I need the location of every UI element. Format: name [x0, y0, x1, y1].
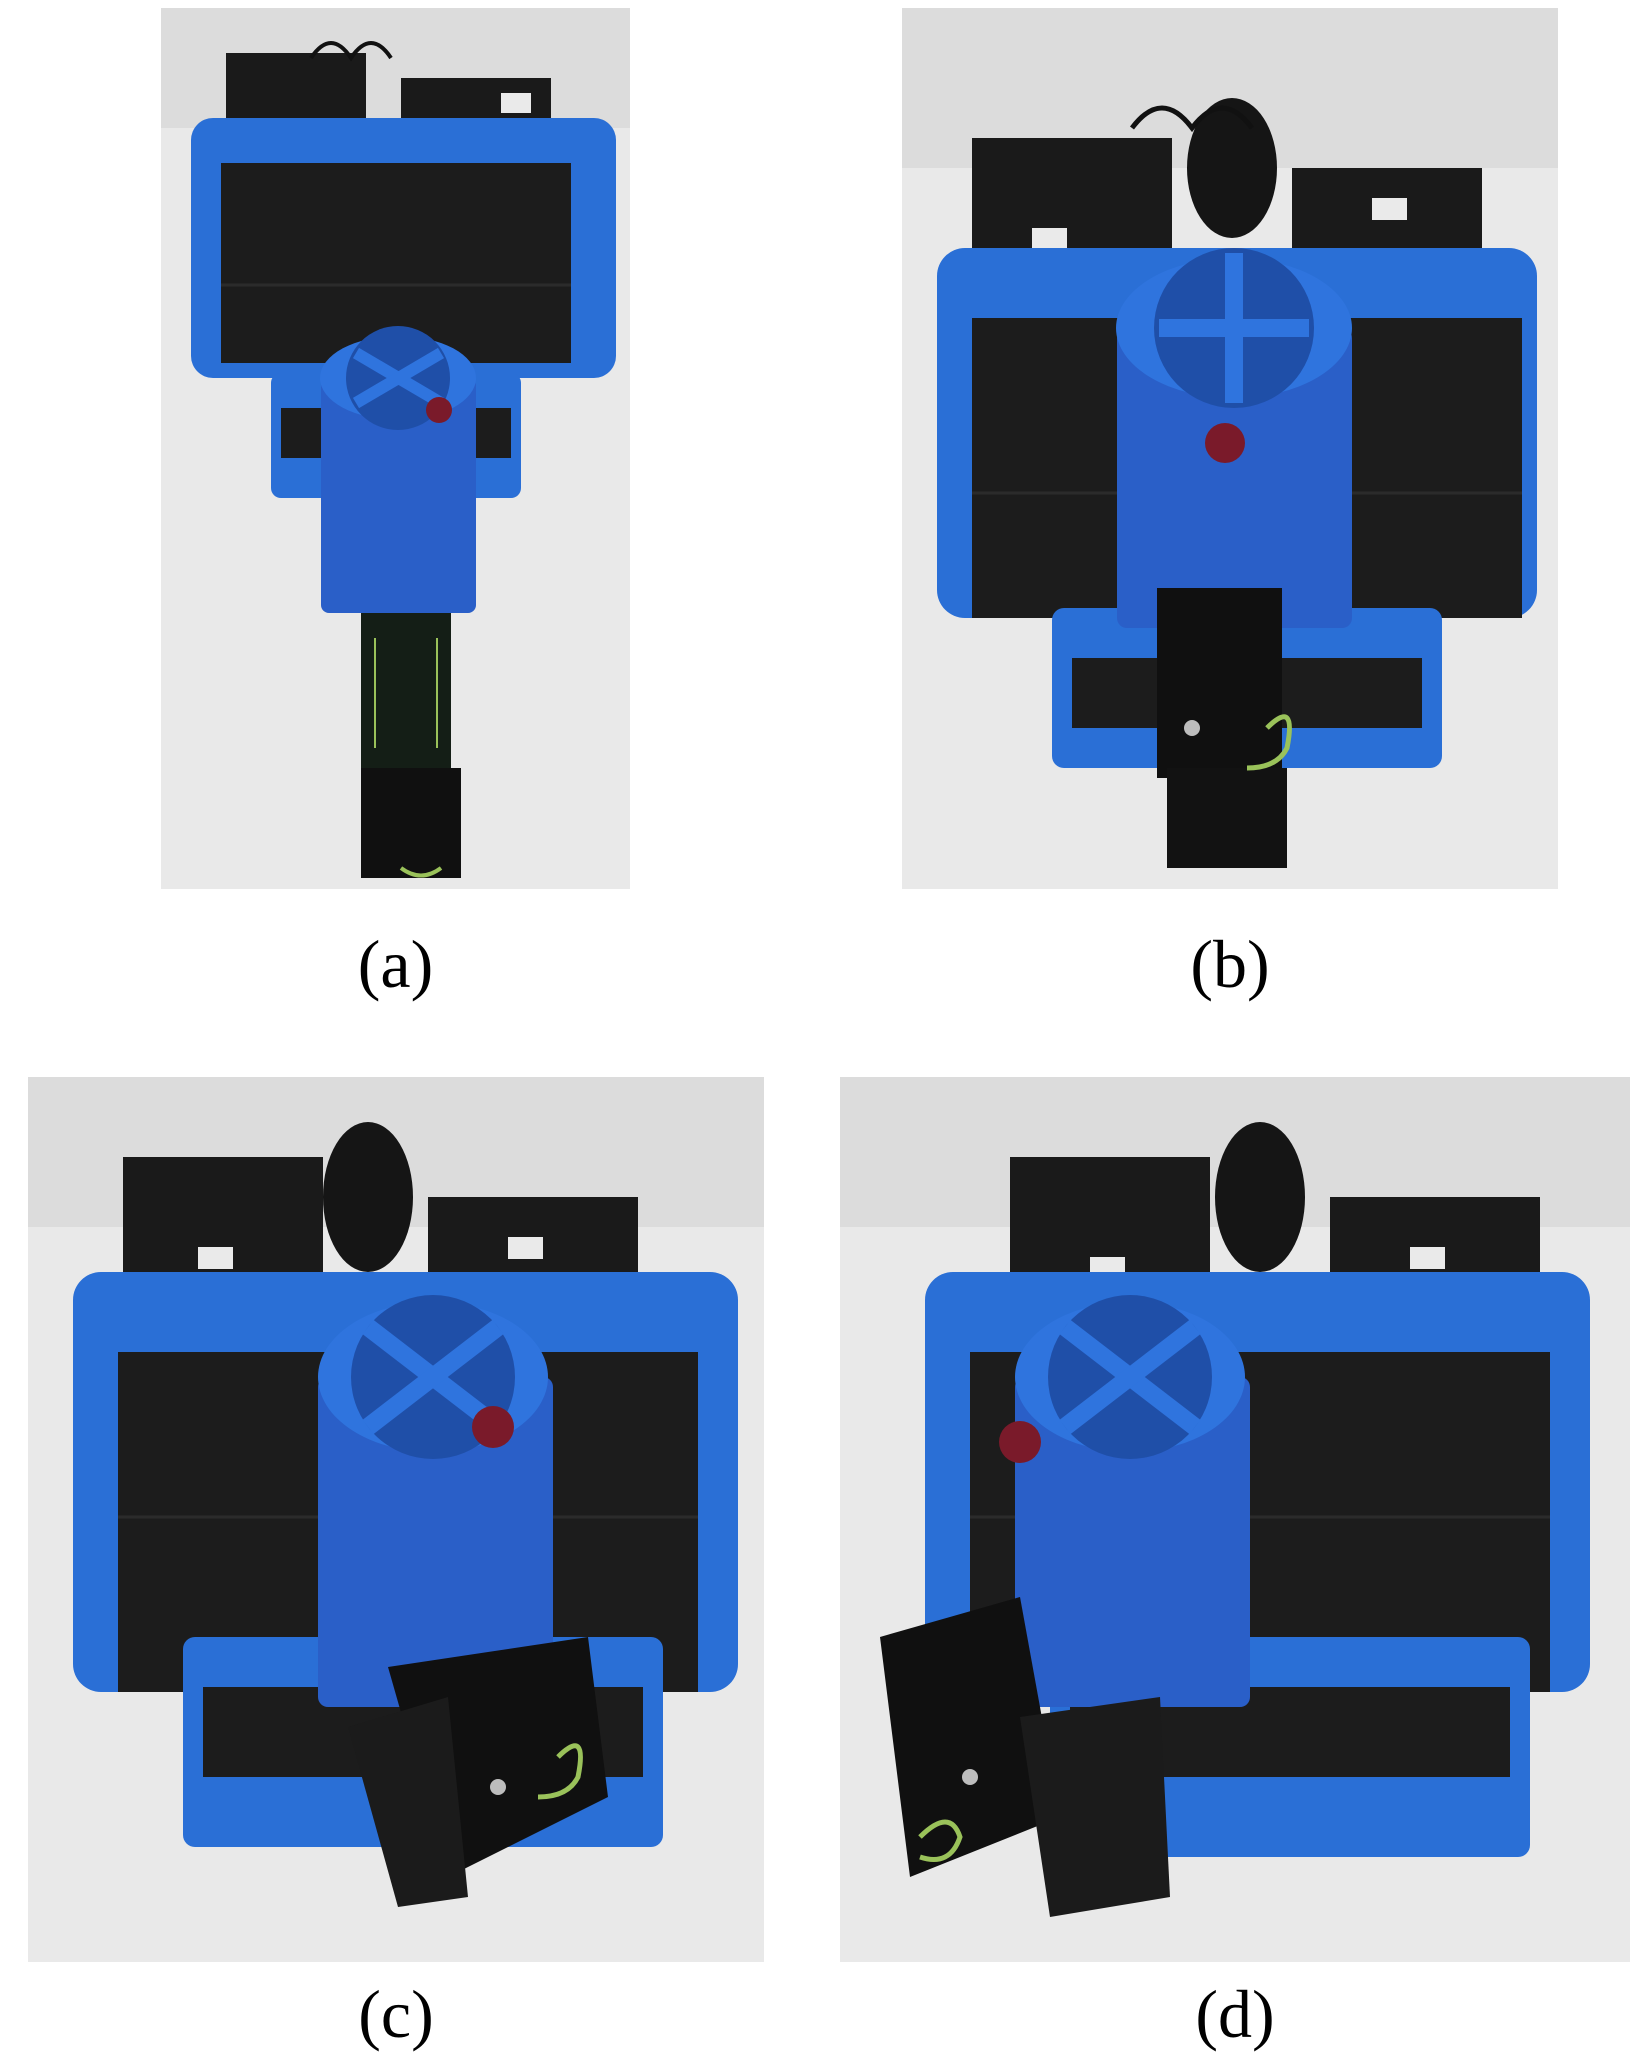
photo-panel-b [902, 8, 1558, 889]
caption-d: (d) [1195, 1976, 1275, 2052]
photo-a-graphic [161, 8, 630, 889]
photo-b-graphic [902, 8, 1558, 889]
photo-panel-a [161, 8, 630, 889]
caption-a: (a) [357, 926, 434, 1002]
photo-panel-d [840, 1077, 1630, 1962]
caption-b: (b) [1190, 926, 1270, 1002]
caption-c: (c) [358, 1976, 434, 2052]
photo-c-graphic [28, 1077, 764, 1962]
photo-panel-c [28, 1077, 764, 1962]
photo-d-graphic [840, 1077, 1630, 1962]
